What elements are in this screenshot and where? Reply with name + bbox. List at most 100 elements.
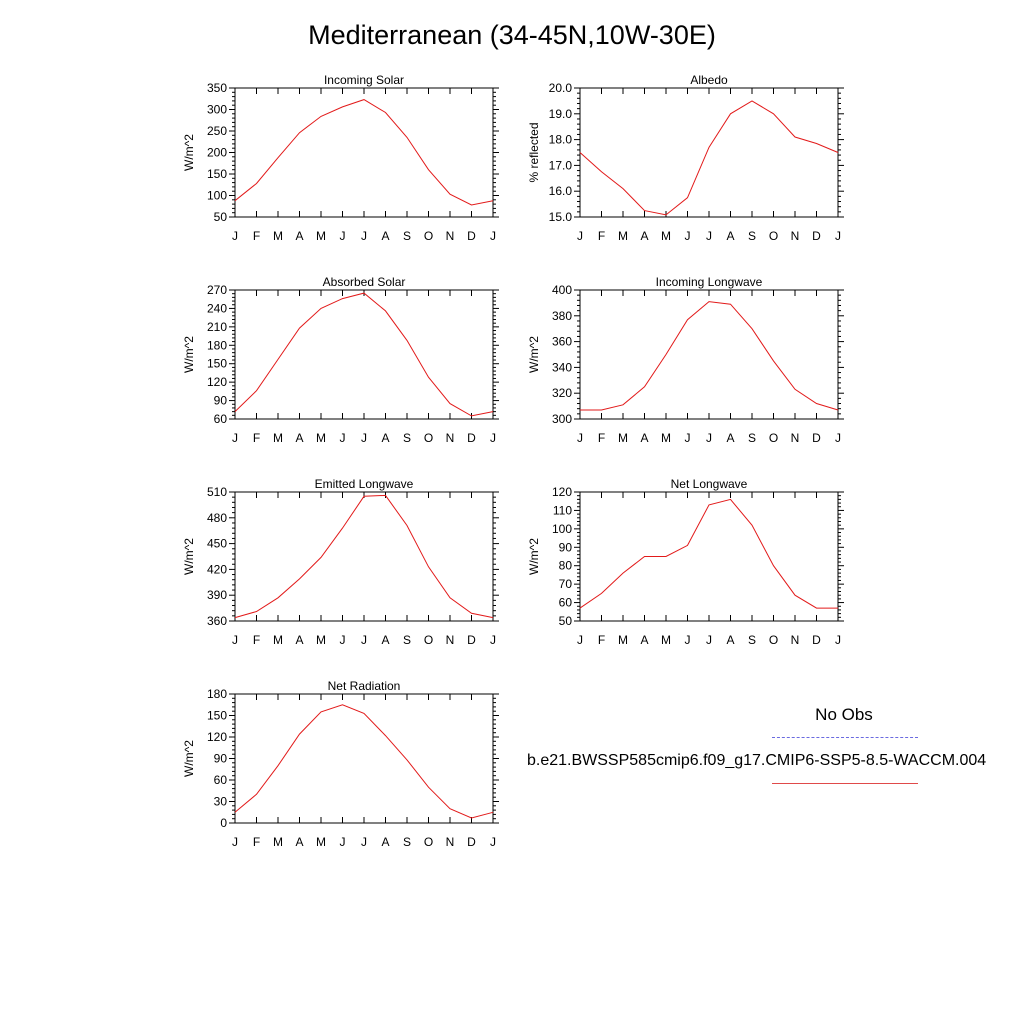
y-tick-label: 380 xyxy=(552,309,572,323)
y-axis-label: W/m^2 xyxy=(182,538,196,575)
y-tick-label: 17.0 xyxy=(549,158,573,172)
panel-title: Incoming Longwave xyxy=(656,275,763,289)
series-line xyxy=(580,301,839,411)
x-tick-label: D xyxy=(812,229,821,243)
y-tick-label: 70 xyxy=(559,577,573,591)
x-tick-label: D xyxy=(467,633,476,647)
x-tick-label: J xyxy=(835,229,841,243)
y-tick-label: 360 xyxy=(552,335,572,349)
x-tick-label: J xyxy=(835,633,841,647)
x-tick-label: S xyxy=(748,633,756,647)
y-tick-label: 0 xyxy=(220,816,227,830)
x-tick-label: O xyxy=(769,229,778,243)
x-tick-label: M xyxy=(618,431,628,445)
panel-title: Emitted Longwave xyxy=(315,477,414,491)
x-tick-label: D xyxy=(467,431,476,445)
y-tick-label: 80 xyxy=(559,559,573,573)
x-tick-label: J xyxy=(340,431,346,445)
x-tick-label: J xyxy=(577,229,583,243)
x-tick-label: A xyxy=(381,229,389,243)
x-tick-label: O xyxy=(769,431,778,445)
x-tick-label: A xyxy=(295,229,303,243)
y-tick-label: 350 xyxy=(207,81,227,95)
x-tick-label: M xyxy=(618,633,628,647)
x-tick-label: F xyxy=(253,229,260,243)
y-tick-label: 210 xyxy=(207,320,227,334)
x-tick-label: S xyxy=(403,229,411,243)
plot-frame xyxy=(579,289,839,420)
y-tick-label: 300 xyxy=(207,103,227,117)
legend-case-line xyxy=(772,783,918,784)
y-tick-label: 320 xyxy=(552,386,572,400)
x-tick-label: J xyxy=(232,229,238,243)
x-tick-label: J xyxy=(706,633,712,647)
y-tick-label: 90 xyxy=(214,752,228,766)
panel-title: Absorbed Solar xyxy=(323,275,406,289)
x-tick-label: J xyxy=(232,633,238,647)
y-tick-label: 19.0 xyxy=(549,107,573,121)
x-tick-label: O xyxy=(424,633,433,647)
y-tick-label: 240 xyxy=(207,301,227,315)
x-tick-label: M xyxy=(618,229,628,243)
series-line xyxy=(234,704,494,819)
y-tick-label: 340 xyxy=(552,360,572,374)
x-tick-label: N xyxy=(791,229,800,243)
x-tick-label: A xyxy=(726,229,734,243)
x-tick-label: J xyxy=(490,633,496,647)
x-tick-label: M xyxy=(273,431,283,445)
y-tick-label: 100 xyxy=(552,522,572,536)
legend-case-label: b.e21.BWSSP585cmip6.f09_g17.CMIP6-SSP5-8… xyxy=(527,752,987,769)
y-tick-label: 510 xyxy=(207,485,227,499)
x-tick-label: F xyxy=(598,431,605,445)
y-tick-label: 120 xyxy=(552,485,572,499)
x-tick-label: A xyxy=(726,633,734,647)
x-tick-label: F xyxy=(253,431,260,445)
panel-title: Net Longwave xyxy=(671,477,748,491)
x-tick-label: M xyxy=(316,835,326,849)
plot-frame xyxy=(234,491,494,622)
y-axis-label: W/m^2 xyxy=(182,336,196,373)
y-tick-label: 120 xyxy=(207,730,227,744)
x-tick-label: S xyxy=(403,835,411,849)
y-tick-label: 120 xyxy=(207,375,227,389)
x-tick-label: A xyxy=(640,229,648,243)
x-tick-label: S xyxy=(748,229,756,243)
y-tick-label: 100 xyxy=(207,189,227,203)
x-tick-label: D xyxy=(467,835,476,849)
x-tick-label: J xyxy=(361,431,367,445)
y-tick-label: 50 xyxy=(559,614,573,628)
y-tick-label: 90 xyxy=(559,540,573,554)
y-tick-label: 60 xyxy=(214,412,228,426)
series-line xyxy=(234,99,494,206)
y-tick-label: 200 xyxy=(207,146,227,160)
y-tick-label: 400 xyxy=(552,283,572,297)
x-tick-label: A xyxy=(295,431,303,445)
panel-title: Incoming Solar xyxy=(324,73,404,87)
x-tick-label: A xyxy=(295,633,303,647)
x-tick-label: N xyxy=(791,633,800,647)
y-tick-label: 15.0 xyxy=(549,210,573,224)
x-tick-label: A xyxy=(381,835,389,849)
y-tick-label: 270 xyxy=(207,283,227,297)
y-tick-label: 450 xyxy=(207,537,227,551)
x-tick-label: J xyxy=(340,835,346,849)
x-tick-label: J xyxy=(685,229,691,243)
y-tick-label: 150 xyxy=(207,357,227,371)
x-tick-label: O xyxy=(424,835,433,849)
x-tick-label: N xyxy=(446,229,455,243)
figure-title: Mediterranean (34-45N,10W-30E) xyxy=(308,20,716,50)
x-tick-label: O xyxy=(424,431,433,445)
y-tick-label: 18.0 xyxy=(549,133,573,147)
x-tick-label: J xyxy=(361,835,367,849)
legend-obs-label: No Obs xyxy=(815,705,873,724)
x-tick-label: M xyxy=(661,633,671,647)
y-tick-label: 90 xyxy=(214,394,228,408)
y-tick-label: 150 xyxy=(207,709,227,723)
y-axis-label: W/m^2 xyxy=(527,336,541,373)
panel-title: Net Radiation xyxy=(328,679,401,693)
x-tick-label: J xyxy=(361,633,367,647)
x-tick-label: N xyxy=(791,431,800,445)
